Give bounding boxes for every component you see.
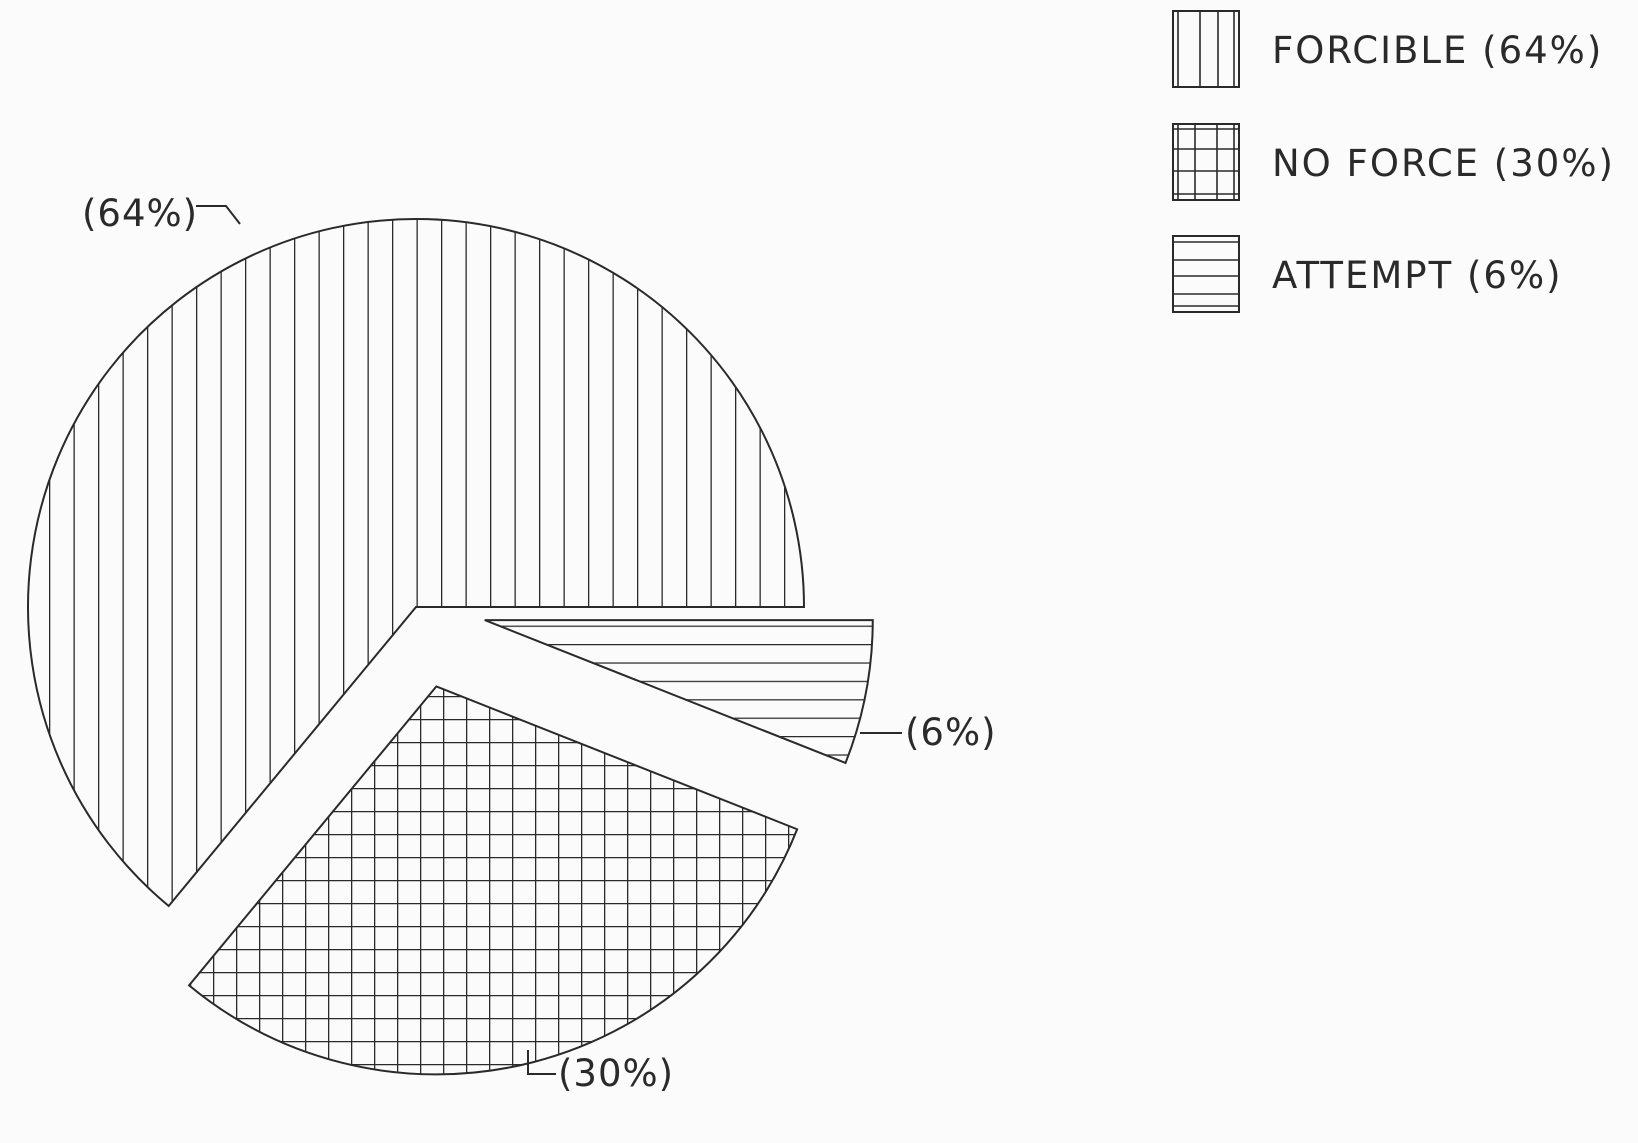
leader-line-forcible [196,205,241,225]
pie-slice-no-force [187,685,799,1076]
legend-swatch [1172,123,1240,201]
legend-label: NO FORCE (30%) [1272,142,1615,185]
pie-slice-forcible [27,218,806,908]
data-label-no-force: (30%) [558,1052,674,1095]
leader-line-no-force [527,1050,556,1075]
legend-swatch [1172,10,1240,88]
data-label-forcible: (64%) [82,192,198,235]
legend-label: FORCIBLE (64%) [1272,29,1603,72]
legend-item-forcible: FORCIBLE (64%) [1172,10,1603,88]
data-label-attempt: (6%) [905,711,997,754]
pie-slice-attempt [484,619,874,765]
legend-item-attempt: ATTEMPT (6%) [1172,235,1563,313]
legend-item-no-force: NO FORCE (30%) [1172,123,1615,201]
legend-label: ATTEMPT (6%) [1272,254,1563,297]
legend-swatch [1172,235,1240,313]
